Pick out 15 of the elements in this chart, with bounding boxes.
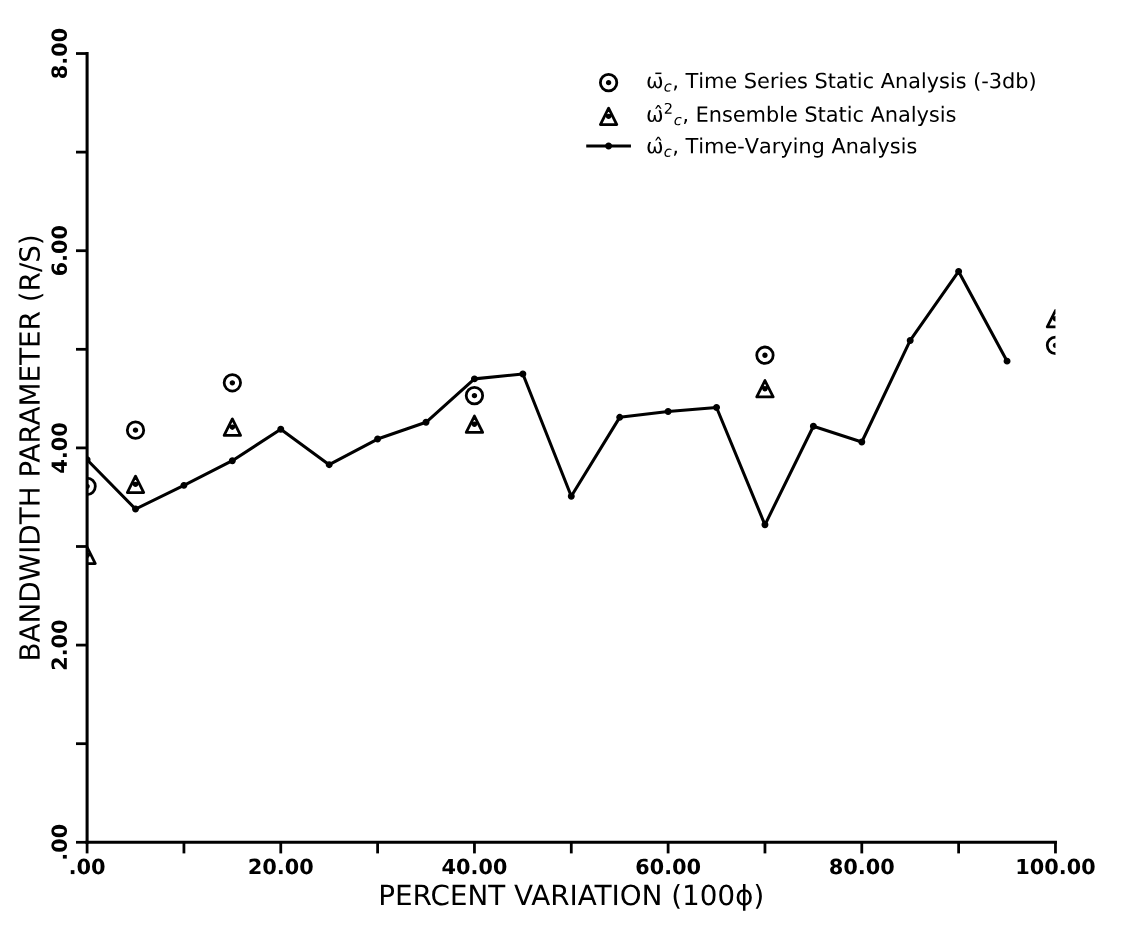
x-tick-label: .00	[70, 858, 105, 875]
legend-label: ω̂$_{c}$, Time-Varying Analysis	[647, 136, 917, 158]
x-tick-label: 100.00	[1017, 858, 1095, 875]
x-tick-label: 40.00	[442, 858, 507, 875]
y-axis-title: BANDWIDTH PARAMETER (R/S)	[18, 236, 44, 659]
y-tick-label: 8.00	[51, 28, 68, 78]
y-tick-label: 6.00	[51, 226, 68, 276]
legend-label: ω̂$^{2}$$_{c}$, Ensemble Static Analysis	[647, 102, 956, 127]
y-tick-label: 4.00	[51, 423, 68, 473]
x-axis-title: PERCENT VARIATION (100ϕ)	[381, 883, 762, 911]
x-tick-label: 20.00	[249, 858, 313, 875]
legend-label: ω̄$_{c}$, Time Series Static Analysis (-3db)	[647, 72, 1035, 93]
x-tick-label: 80.00	[830, 858, 894, 875]
x-tick-label: 60.00	[636, 858, 701, 875]
y-tick-label: 2.00	[51, 620, 68, 670]
